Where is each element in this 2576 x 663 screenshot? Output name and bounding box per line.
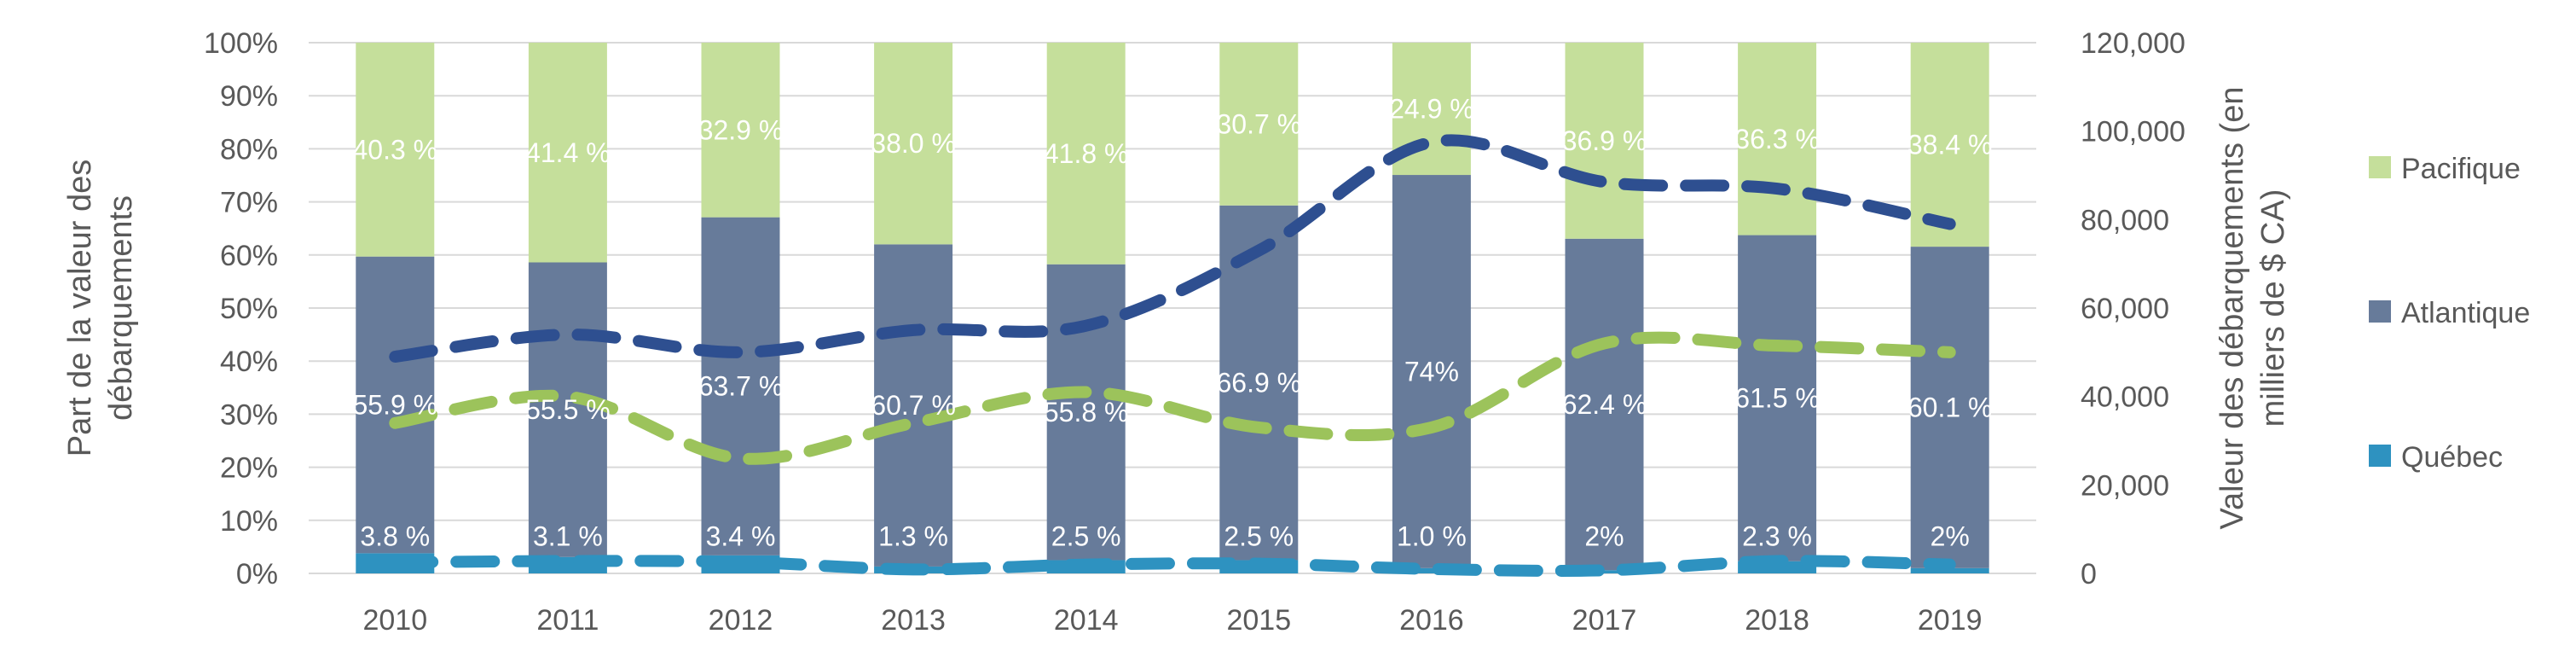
bar-segment-pacifique: [356, 43, 435, 257]
data-label-québec: 3.1 %: [533, 521, 603, 551]
data-label-québec: 3.4 %: [706, 521, 776, 551]
y-right-tick-label: 60,000: [2081, 293, 2169, 325]
data-label-atlantique: 55.9 %: [352, 390, 437, 421]
value-line-atlantique: [389, 134, 1956, 363]
y-left-tick-label: 60%: [220, 240, 278, 272]
axes: 0% 10% 20% 30% 40% 50% 60% 70% 80% 90% 100% 0 20,000…: [62, 27, 2291, 637]
value-lines: [389, 134, 1956, 577]
y-left-tick-label: 10%: [220, 505, 278, 538]
legend-label-québec: Québec: [2401, 441, 2503, 474]
y-right-axis-title-line: Valeur des débarquements (en: [2214, 87, 2250, 530]
legend-label-atlantique: Atlantique: [2401, 297, 2530, 329]
value-line-québec: [389, 555, 1956, 577]
stacked-bars: [356, 43, 1989, 573]
data-label-atlantique: 66.9 %: [1216, 368, 1301, 398]
bar-segment-atlantique: [1392, 175, 1471, 568]
y-left-tick-label: 100%: [204, 27, 278, 60]
data-label-atlantique: 55.8 %: [1044, 397, 1129, 427]
y-left-axis-title: Part de la valeur des débarquements: [62, 160, 139, 457]
bar-segment-atlantique: [1565, 238, 1644, 571]
y-right-tick-label: 40,000: [2081, 381, 2169, 414]
y-right-axis-title: Valeur des débarquements (en milliers de …: [2214, 87, 2291, 530]
bar-segment-atlantique: [1738, 235, 1817, 561]
bar-segment-atlantique: [528, 262, 607, 557]
data-label-atlantique: 74%: [1404, 356, 1459, 387]
data-label-atlantique: 61.5 %: [1734, 383, 1820, 414]
y-right-tick-label: 80,000: [2081, 204, 2169, 236]
bar-segment-pacifique: [1565, 43, 1644, 239]
bar-segment-pacifique: [1219, 43, 1299, 206]
data-label-québec: 2.5 %: [1051, 521, 1121, 551]
y-right-axis-title-line: milliers de $ CA): [2255, 189, 2291, 427]
data-label-atlantique: 62.4 %: [1562, 389, 1647, 420]
data-label-atlantique: 63.7 %: [698, 371, 784, 402]
y-left-tick-label: 80%: [220, 133, 278, 166]
bar-segment-atlantique: [1046, 264, 1126, 561]
data-labels: 3.8 % 55.9 % 40.3 % 3.1 % 55.5 % 41.4 % 3.4 % 6…: [352, 94, 1992, 552]
data-label-pacifique: 38.4 %: [1907, 130, 1993, 160]
y-left-tick-label: 50%: [220, 293, 278, 325]
legend-swatch-québec: [2369, 445, 2391, 467]
data-label-pacifique: 36.3 %: [1734, 124, 1820, 154]
data-label-québec: 1.0 %: [1397, 521, 1467, 551]
y-left-tick-label: 70%: [220, 187, 278, 219]
x-tick-label: 2014: [1054, 604, 1119, 637]
legend-label-pacifique: Pacifique: [2401, 153, 2521, 185]
y-left-tick-label: 30%: [220, 398, 278, 431]
x-tick-label: 2013: [881, 604, 946, 637]
data-label-québec: 2%: [1584, 521, 1624, 551]
x-tick-label: 2015: [1226, 604, 1291, 637]
legend-swatch-pacifique: [2369, 156, 2391, 178]
data-label-pacifique: 32.9 %: [698, 114, 784, 145]
y-right-tick-label: 120,000: [2081, 27, 2185, 60]
legend: Pacifique Atlantique Québec: [2369, 153, 2530, 474]
x-tick-label: 2011: [536, 604, 599, 637]
data-label-pacifique: 38.0 %: [871, 128, 956, 159]
data-label-pacifique: 40.3 %: [352, 134, 437, 165]
y-left-tick-label: 40%: [220, 346, 278, 378]
bar-segment-atlantique: [356, 256, 435, 554]
x-tick-label: 2010: [362, 604, 427, 637]
data-label-pacifique: 36.9 %: [1562, 125, 1647, 156]
data-label-québec: 1.3 %: [878, 521, 948, 551]
x-tick-label: 2019: [1918, 604, 1983, 637]
bar-segment-atlantique: [1910, 247, 1989, 568]
data-label-québec: 3.8 %: [360, 521, 430, 551]
x-tick-label: 2018: [1745, 604, 1809, 637]
data-label-québec: 2.3 %: [1742, 521, 1812, 551]
data-label-pacifique: 30.7 %: [1216, 108, 1301, 139]
x-tick-label: 2016: [1399, 604, 1464, 637]
data-label-pacifique: 41.4 %: [525, 137, 611, 168]
bar-segment-pacifique: [1910, 43, 1989, 247]
data-label-pacifique: 24.9 %: [1389, 94, 1474, 125]
y-right-tick-label: 100,000: [2081, 116, 2185, 148]
y-left-tick-label: 0%: [236, 558, 278, 590]
y-left-tick-label: 20%: [220, 452, 278, 485]
x-tick-label: 2017: [1572, 604, 1637, 637]
data-label-québec: 2.5 %: [1224, 521, 1294, 551]
data-label-pacifique: 41.8 %: [1044, 138, 1129, 169]
bar-segment-pacifique: [528, 43, 607, 263]
bar-segment-atlantique: [874, 244, 953, 567]
y-right-tick-label: 0: [2081, 558, 2097, 590]
y-right-tick-label: 20,000: [2081, 469, 2169, 502]
bar-segment-pacifique: [1046, 43, 1126, 265]
data-label-québec: 2%: [1931, 521, 1970, 551]
x-tick-label: 2012: [709, 604, 773, 637]
legend-swatch-atlantique: [2369, 300, 2391, 323]
y-left-axis-title-line: débarquements: [103, 195, 139, 421]
bar-segment-pacifique: [1738, 43, 1817, 236]
bar-segment-québec: [1392, 567, 1471, 573]
bar-segment-pacifique: [874, 43, 953, 245]
y-left-axis-title-line: Part de la valeur des: [62, 160, 98, 457]
bar-segment-pacifique: [701, 43, 780, 218]
y-left-tick-label: 90%: [220, 80, 278, 113]
bar-segment-québec: [1910, 567, 1989, 573]
data-label-atlantique: 60.7 %: [871, 390, 956, 421]
value-line-pacifique: [389, 331, 1956, 465]
data-label-atlantique: 60.1 %: [1907, 392, 1993, 422]
data-label-atlantique: 55.5 %: [525, 394, 611, 425]
bar-segment-atlantique: [701, 217, 780, 555]
